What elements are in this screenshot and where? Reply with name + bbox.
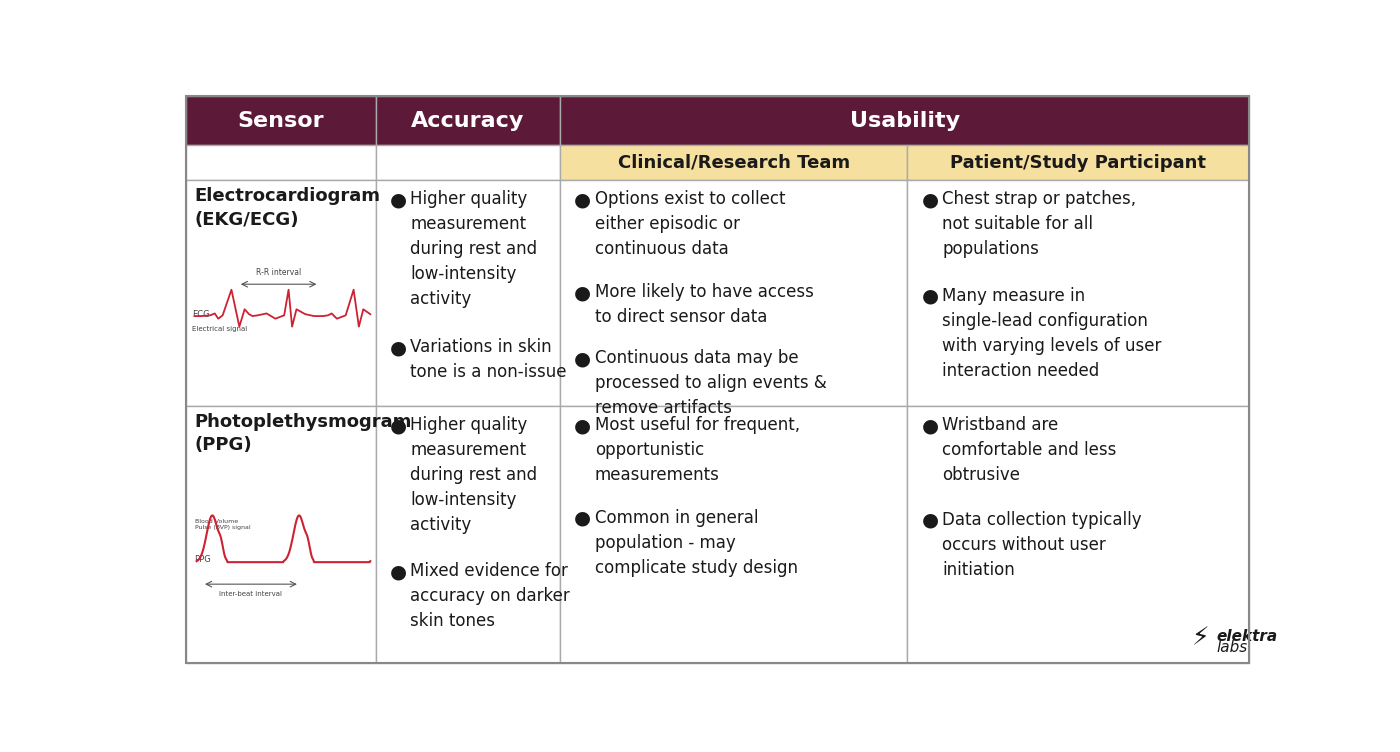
FancyBboxPatch shape <box>560 145 907 180</box>
Text: Many measure in
single-lead configuration
with varying levels of user
interactio: Many measure in single-lead configuratio… <box>942 287 1162 380</box>
Text: Continuous data may be
processed to align events &
remove artifacts: Continuous data may be processed to alig… <box>595 349 826 417</box>
FancyBboxPatch shape <box>375 96 560 145</box>
Text: ●: ● <box>389 562 407 581</box>
FancyBboxPatch shape <box>375 406 560 663</box>
FancyBboxPatch shape <box>907 145 1249 180</box>
Text: R-R interval: R-R interval <box>256 268 301 277</box>
FancyBboxPatch shape <box>186 180 375 406</box>
Text: ●: ● <box>389 338 407 357</box>
FancyBboxPatch shape <box>186 145 375 180</box>
Text: Wristband are
comfortable and less
obtrusive: Wristband are comfortable and less obtru… <box>942 417 1116 484</box>
Text: PPG: PPG <box>195 555 211 564</box>
Text: ●: ● <box>574 509 591 528</box>
FancyBboxPatch shape <box>186 96 375 145</box>
Text: ⚡: ⚡ <box>1191 626 1210 650</box>
Text: Chest strap or patches,
not suitable for all
populations: Chest strap or patches, not suitable for… <box>942 190 1137 259</box>
Text: ●: ● <box>574 283 591 302</box>
FancyBboxPatch shape <box>907 406 1249 663</box>
Text: Electrical signal: Electrical signal <box>192 326 248 332</box>
Text: Higher quality
measurement
during rest and
low-intensity
activity: Higher quality measurement during rest a… <box>410 417 538 534</box>
Text: ●: ● <box>389 190 407 209</box>
Text: labs: labs <box>1217 641 1247 656</box>
Text: ●: ● <box>574 349 591 368</box>
FancyBboxPatch shape <box>907 180 1249 406</box>
Text: More likely to have access
to direct sensor data: More likely to have access to direct sen… <box>595 283 813 326</box>
Text: elektra: elektra <box>1217 629 1278 644</box>
Text: Sensor: Sensor <box>238 111 325 131</box>
Text: ●: ● <box>921 511 938 529</box>
FancyBboxPatch shape <box>186 406 375 663</box>
Text: Clinical/Research Team: Clinical/Research Team <box>617 153 850 171</box>
Text: Patient/Study Participant: Patient/Study Participant <box>951 153 1207 171</box>
Text: Usability: Usability <box>850 111 960 131</box>
FancyBboxPatch shape <box>560 96 1249 145</box>
Text: Blood Volume
Pulse (BVP) signal: Blood Volume Pulse (BVP) signal <box>195 519 251 530</box>
Text: ECG: ECG <box>192 310 210 319</box>
Text: Higher quality
measurement
during rest and
low-intensity
activity: Higher quality measurement during rest a… <box>410 190 538 308</box>
Text: ●: ● <box>921 417 938 435</box>
Text: Accuracy: Accuracy <box>412 111 525 131</box>
Text: Data collection typically
occurs without user
initiation: Data collection typically occurs without… <box>942 511 1142 578</box>
Text: Common in general
population - may
complicate study design: Common in general population - may compl… <box>595 509 798 577</box>
Text: Inter-beat interval: Inter-beat interval <box>220 591 283 597</box>
Text: Most useful for frequent,
opportunistic
measurements: Most useful for frequent, opportunistic … <box>595 417 799 484</box>
FancyBboxPatch shape <box>375 180 560 406</box>
Text: ●: ● <box>574 190 591 209</box>
Text: ●: ● <box>574 417 591 435</box>
Text: Options exist to collect
either episodic or
continuous data: Options exist to collect either episodic… <box>595 190 785 259</box>
FancyBboxPatch shape <box>375 145 560 180</box>
Text: ●: ● <box>921 287 938 305</box>
FancyBboxPatch shape <box>560 406 907 663</box>
Text: ●: ● <box>921 190 938 209</box>
Text: Electrocardiogram
(EKG/ECG): Electrocardiogram (EKG/ECG) <box>195 187 381 229</box>
Text: Photoplethysmogram
(PPG): Photoplethysmogram (PPG) <box>195 413 412 454</box>
Text: ●: ● <box>389 417 407 435</box>
Text: Variations in skin
tone is a non-issue: Variations in skin tone is a non-issue <box>410 338 567 381</box>
FancyBboxPatch shape <box>560 180 907 406</box>
Text: Mixed evidence for
accuracy on darker
skin tones: Mixed evidence for accuracy on darker sk… <box>410 562 570 630</box>
